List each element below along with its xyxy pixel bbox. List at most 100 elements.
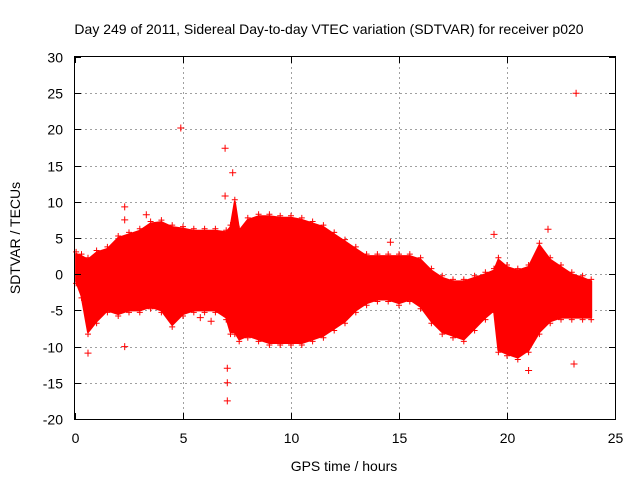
edge-marker (298, 342, 305, 348)
outlier-point (177, 124, 185, 132)
edge-marker (277, 212, 284, 219)
outlier-point (223, 379, 231, 387)
edge-marker (342, 236, 348, 243)
edge-marker (417, 254, 424, 261)
edge-marker (331, 229, 338, 236)
outlier-point (544, 225, 552, 233)
edge-marker (169, 222, 176, 229)
edge-marker (352, 243, 359, 250)
series-sdtvar (73, 89, 595, 405)
edge-marker (439, 331, 446, 338)
y-tick-label: 10 (47, 195, 63, 211)
edge-marker (190, 225, 197, 232)
sdtvar-scatter-band (75, 200, 593, 359)
edge-marker (547, 320, 554, 327)
x-tick-label: 0 (72, 430, 80, 446)
outlier-point (142, 211, 150, 219)
edge-marker (588, 276, 595, 283)
edge-marker (236, 225, 243, 232)
edge-marker (126, 229, 132, 236)
edge-marker (85, 331, 91, 338)
edge-marker (396, 302, 402, 309)
y-tick-label: -10 (43, 340, 63, 356)
edge-marker (396, 251, 402, 258)
y-tick-label: 5 (55, 231, 63, 247)
edge-marker (201, 225, 208, 232)
edge-marker (568, 269, 575, 276)
edge-marker (417, 305, 424, 312)
edge-marker (244, 214, 251, 221)
axis-layer: 0 5 10 15 20 25 -20 -15 -10 -5 0 5 10 15 20 25 30 (43, 50, 624, 447)
edge-marker (439, 272, 446, 279)
edge-marker (504, 352, 510, 359)
edge-marker (352, 309, 359, 316)
outlier-point (223, 397, 231, 405)
y-axis-label: SDTVAR / TECUs (7, 182, 23, 294)
edge-marker (190, 309, 197, 316)
edge-marker (460, 276, 467, 283)
edge-marker (223, 316, 230, 323)
edge-marker (450, 276, 456, 283)
edge-marker (236, 338, 243, 345)
edge-marker (406, 251, 413, 258)
edge-marker (136, 309, 143, 316)
outlier-point (196, 314, 204, 322)
edge-marker (227, 222, 234, 229)
edge-marker (288, 342, 294, 348)
edge-marker (331, 327, 338, 334)
outlier-point (121, 216, 129, 224)
edge-marker (547, 254, 554, 261)
edge-marker (266, 211, 273, 218)
edge-marker (309, 218, 316, 225)
edge-marker (525, 349, 532, 356)
edge-marker (320, 222, 327, 229)
edge-marker (558, 316, 564, 323)
edge-marker (460, 338, 467, 345)
edge-marker (85, 254, 91, 261)
edge-marker (588, 316, 595, 323)
outlier-point (229, 169, 237, 177)
edge-marker (212, 309, 219, 316)
edge-marker (471, 272, 478, 279)
edge-marker (78, 251, 85, 258)
edge-marker (482, 269, 489, 276)
edge-marker (104, 309, 111, 316)
edge-marker (180, 313, 186, 319)
edge-marker (320, 334, 327, 341)
plot-frame (74, 56, 616, 420)
edge-marker (482, 316, 489, 323)
edge-marker (201, 309, 208, 316)
outlier-point (570, 360, 578, 368)
y-tick-label: -15 (43, 376, 63, 392)
edge-marker (363, 251, 370, 258)
edge-marker (244, 334, 251, 341)
edge-marker (104, 243, 111, 250)
y-tick-label: 15 (47, 159, 63, 175)
edge-marker (136, 225, 143, 232)
edge-marker (223, 227, 230, 234)
edge-marker (298, 214, 305, 221)
outlier-point (572, 89, 580, 97)
edge-marker (514, 265, 521, 272)
y-tick-label: 20 (47, 122, 63, 138)
edge-marker (579, 272, 586, 279)
edge-marker (277, 342, 284, 348)
y-tick-label: -20 (43, 412, 63, 428)
x-tick-label: 15 (392, 430, 408, 446)
edge-marker (374, 251, 381, 258)
edge-marker (491, 309, 497, 316)
edge-marker (568, 316, 575, 323)
edge-marker (495, 254, 502, 261)
edge-marker (504, 262, 510, 268)
edge-marker (255, 211, 262, 218)
edge-marker (180, 223, 186, 230)
edge-marker (115, 233, 122, 239)
edge-marker (525, 262, 532, 268)
x-tick-label: 5 (180, 430, 188, 446)
y-tick-label: 30 (47, 50, 63, 66)
edge-marker (374, 298, 381, 305)
outlier-point (386, 238, 394, 246)
edge-marker (231, 196, 238, 203)
outlier-point (121, 203, 129, 211)
